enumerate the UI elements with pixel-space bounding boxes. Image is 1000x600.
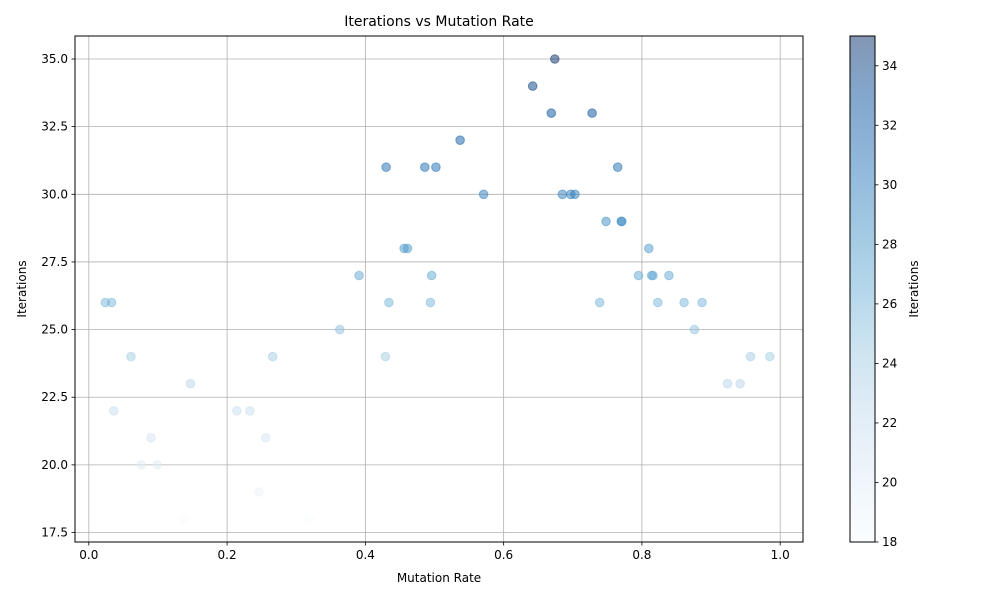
y-axis-ticks: 17.5 20.0 22.5 25.0 27.5 30.0 32.5 35.0: [41, 52, 75, 540]
data-point: [402, 243, 413, 254]
data-point: [745, 351, 756, 362]
data-point: [478, 189, 489, 200]
data-point: [633, 270, 644, 281]
data-point: [106, 297, 117, 308]
data-point: [267, 351, 278, 362]
data-point: [455, 135, 465, 145]
data-point: [546, 108, 557, 118]
chart-title: Iterations vs Mutation Rate: [344, 14, 534, 30]
data-point: [648, 270, 658, 281]
data-point: [304, 514, 315, 524]
data-point: [384, 297, 394, 308]
data-point: [354, 270, 364, 281]
data-point: [425, 297, 436, 308]
data-point: [587, 108, 597, 118]
colorbar-tick-label: 30: [882, 178, 897, 192]
colorbar-tick-label: 22: [882, 416, 897, 430]
data-point: [689, 324, 700, 335]
y-tick-label: 27.5: [41, 255, 68, 269]
data-point: [557, 189, 568, 200]
data-point: [644, 243, 654, 254]
data-point: [570, 189, 580, 200]
colorbar-gradient: [850, 36, 875, 542]
colorbar-tick-label: 26: [882, 297, 897, 311]
data-point: [765, 351, 775, 362]
data-point: [146, 433, 156, 443]
data-point: [735, 378, 745, 389]
data-point: [431, 162, 441, 172]
grid: [75, 36, 803, 542]
x-axis-label: Mutation Rate: [397, 571, 481, 585]
x-tick-label: 0.2: [218, 548, 237, 562]
data-point: [152, 460, 163, 470]
x-tick-label: 0.0: [79, 548, 98, 562]
colorbar-frame: [849, 35, 876, 543]
data-point: [420, 162, 430, 172]
data-point: [426, 270, 437, 281]
colorbar-tick-label: 32: [882, 118, 897, 132]
x-tick-label: 0.4: [356, 548, 375, 562]
data-point: [550, 54, 560, 64]
data-point: [261, 433, 271, 443]
data-point: [679, 297, 689, 308]
data-point: [185, 378, 196, 389]
data-point: [108, 406, 119, 416]
data-point: [722, 378, 733, 389]
colorbar-tick-label: 28: [882, 237, 897, 251]
colorbar-tick-label: 34: [882, 59, 897, 73]
data-point: [527, 81, 538, 91]
y-axis-label: Iterations: [15, 260, 29, 317]
y-tick-label: 17.5: [41, 526, 68, 540]
colorbar-label: Iterations: [907, 260, 921, 317]
x-tick-label: 0.8: [632, 548, 651, 562]
data-point: [178, 514, 189, 524]
data-point: [617, 216, 627, 227]
data-point: [664, 270, 674, 281]
data-point: [126, 351, 136, 362]
x-tick-label: 0.6: [494, 548, 513, 562]
plot-frame: [74, 35, 804, 543]
colorbar-tick-label: 20: [882, 475, 897, 489]
data-point: [254, 487, 264, 497]
data-point: [232, 406, 242, 416]
data-points: [100, 54, 775, 524]
colorbar: 18 20 22 24 26 28 30 32 34 Iterations: [849, 35, 921, 549]
y-tick-label: 25.0: [41, 323, 68, 337]
data-point: [245, 406, 255, 416]
colorbar-ticks: 18 20 22 24 26 28 30 32 34: [875, 59, 897, 549]
data-point: [653, 297, 663, 308]
y-tick-label: 22.5: [41, 390, 68, 404]
y-tick-label: 32.5: [41, 120, 68, 134]
data-point: [136, 460, 147, 470]
colorbar-tick-label: 18: [882, 535, 897, 549]
data-point: [335, 324, 345, 335]
data-point: [381, 162, 391, 172]
data-point: [601, 216, 611, 227]
y-tick-label: 30.0: [41, 187, 68, 201]
x-axis-ticks: 0.0 0.2 0.4 0.6 0.8 1.0: [79, 542, 790, 562]
data-point: [697, 297, 707, 308]
colorbar-tick-label: 24: [882, 356, 897, 370]
x-tick-label: 1.0: [771, 548, 790, 562]
data-point: [594, 297, 605, 308]
y-tick-label: 20.0: [41, 458, 68, 472]
y-tick-label: 35.0: [41, 52, 68, 66]
data-point: [380, 351, 391, 362]
data-point: [612, 162, 623, 172]
